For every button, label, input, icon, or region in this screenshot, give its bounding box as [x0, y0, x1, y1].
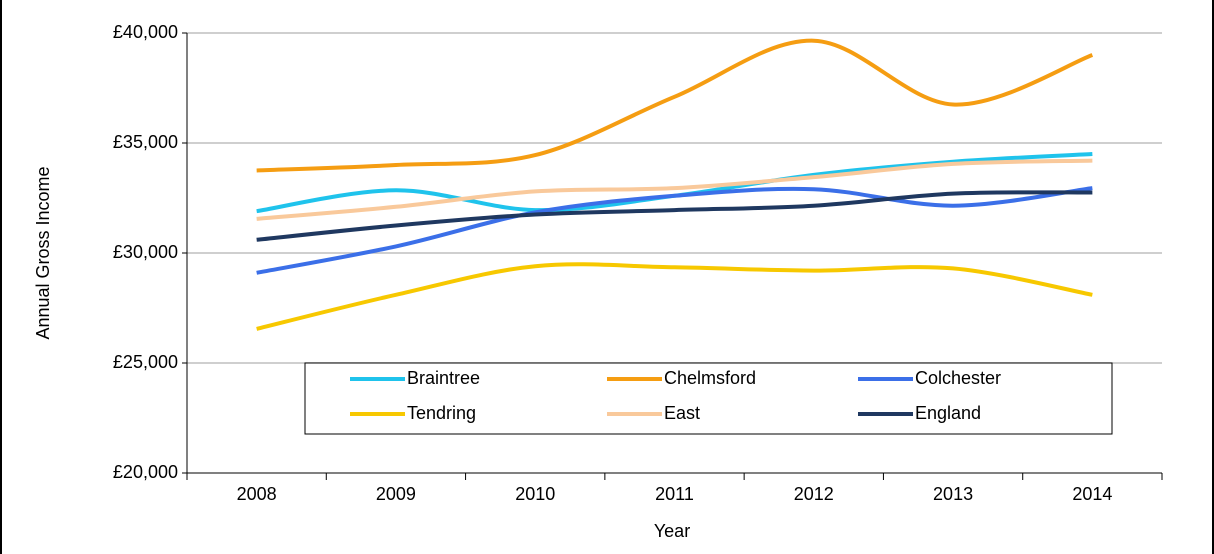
y-tick-label: £20,000: [113, 462, 178, 482]
legend-label: Braintree: [407, 368, 480, 388]
y-tick-label: £25,000: [113, 352, 178, 372]
y-tick-label: £40,000: [113, 22, 178, 42]
x-tick-label: 2013: [933, 484, 973, 504]
y-tick-label: £35,000: [113, 132, 178, 152]
x-axis-label: Year: [654, 521, 690, 541]
y-tick-label: £30,000: [113, 242, 178, 262]
series-line: [256, 158, 1093, 221]
x-tick-label: 2008: [237, 484, 277, 504]
y-axis-label: Annual Gross Income: [33, 166, 53, 339]
series-line: [256, 186, 1093, 275]
series-line: [256, 190, 1093, 242]
legend-label: Tendring: [407, 403, 476, 423]
legend-label: Colchester: [915, 368, 1001, 388]
series-line: [256, 38, 1094, 173]
legend-label: Chelmsford: [664, 368, 756, 388]
legend-label: East: [664, 403, 700, 423]
legend-label: England: [915, 403, 981, 423]
legend: [304, 362, 1113, 435]
series-line: [256, 262, 1093, 331]
x-tick-label: 2011: [655, 484, 694, 504]
x-tick-label: 2012: [794, 484, 834, 504]
x-tick-label: 2009: [376, 484, 416, 504]
x-tick-label: 2014: [1072, 484, 1112, 504]
x-tick-label: 2010: [515, 484, 555, 504]
